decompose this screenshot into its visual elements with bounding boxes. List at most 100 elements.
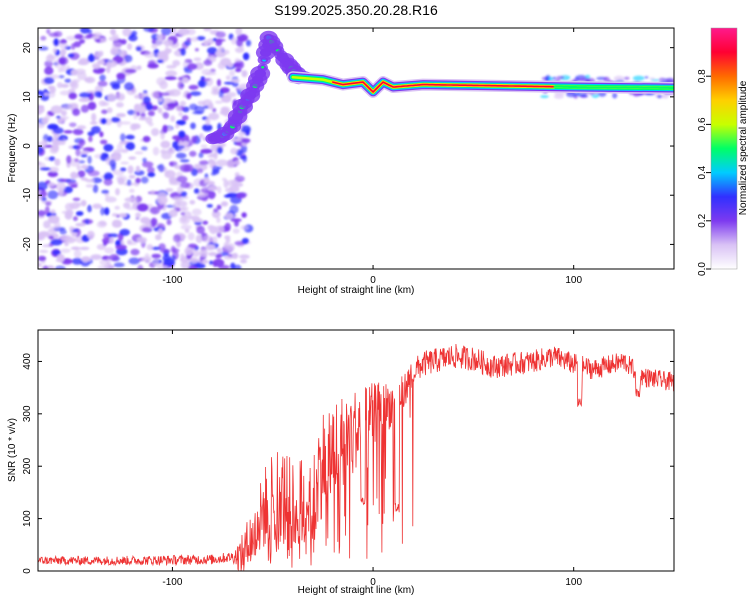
noise-blob — [80, 104, 89, 113]
noise-blob — [76, 125, 87, 130]
noise-blob — [192, 218, 204, 223]
dominant-line — [286, 71, 674, 98]
noise-blob — [157, 59, 164, 64]
noise-blob — [216, 217, 221, 224]
noise-blob — [96, 244, 106, 250]
noise-blob — [48, 166, 60, 173]
noise-blob — [93, 32, 102, 37]
noise-blob — [212, 107, 217, 113]
noise-blob — [189, 91, 202, 96]
noise-blob — [87, 170, 100, 177]
noise-blob — [136, 65, 142, 70]
noise-blob — [191, 250, 201, 257]
noise-blob — [177, 81, 185, 90]
noise-blob — [92, 203, 102, 209]
noise-blob — [101, 189, 110, 194]
noise-blob — [182, 141, 189, 147]
noise-blob — [156, 34, 163, 40]
noise-blob — [217, 46, 225, 53]
noise-blob — [223, 256, 234, 260]
noise-blob — [87, 29, 93, 35]
noise-blob — [81, 256, 91, 262]
noise-blob — [100, 206, 105, 216]
noise-blob — [38, 210, 46, 217]
noise-blob — [181, 206, 189, 212]
noise-blob — [229, 204, 239, 214]
noise-blob — [150, 190, 155, 195]
noise-blob — [225, 187, 234, 193]
noise-blob — [123, 202, 131, 209]
noise-blob — [134, 94, 141, 99]
noise-blob — [75, 211, 84, 216]
noise-blob — [612, 92, 618, 99]
noise-blob — [184, 68, 193, 74]
noise-blob — [230, 138, 243, 142]
noise-blob — [239, 35, 247, 42]
spec-xtick-label: -100 — [162, 275, 182, 286]
noise-blob — [224, 222, 231, 232]
noise-blob — [39, 190, 48, 197]
spec-ytick-label: 10 — [22, 91, 33, 103]
noise-blob — [98, 38, 108, 43]
noise-blob — [216, 231, 222, 238]
noise-blob — [169, 161, 178, 167]
noise-blob — [144, 253, 150, 261]
noise-blob — [189, 150, 197, 157]
noise-blob — [115, 188, 120, 196]
noise-blob — [90, 254, 102, 260]
snr-xtick-label: 0 — [370, 577, 376, 588]
noise-blob — [135, 46, 142, 52]
noise-blob — [97, 265, 110, 269]
snr-ticks: -100 0 100 0 100 200 300 400 — [22, 330, 674, 588]
noise-blob — [107, 93, 117, 102]
noise-blob — [207, 47, 218, 55]
noise-blob — [135, 212, 142, 218]
noise-blob — [120, 39, 127, 45]
noise-blob — [125, 134, 135, 140]
noise-blob — [211, 85, 220, 92]
noise-blob — [162, 265, 169, 269]
noise-blob — [137, 264, 144, 269]
noise-blob — [128, 156, 137, 160]
noise-blob — [174, 123, 180, 129]
noise-blob — [110, 28, 116, 36]
noise-blob — [232, 228, 240, 234]
noise-blob — [233, 160, 241, 166]
noise-blob — [178, 111, 183, 117]
noise-blob — [116, 102, 124, 108]
noise-blob — [75, 148, 81, 157]
noise-blob — [103, 178, 113, 186]
noise-blob — [175, 105, 182, 112]
noise-blob — [184, 247, 193, 256]
noise-blob — [203, 177, 209, 184]
spectrogram-xlabel: Height of straight line (km) — [298, 285, 415, 296]
noise-blob — [111, 117, 121, 123]
noise-blob — [221, 143, 227, 147]
noise-blob — [54, 158, 61, 166]
noise-blob — [175, 152, 187, 159]
noise-blob — [164, 170, 170, 175]
colorbar-label: Normalized spectral amplitude — [738, 80, 749, 215]
noise-blob — [245, 39, 252, 47]
noise-blob — [104, 207, 110, 216]
snr-frame — [37, 329, 675, 572]
noise-blob — [135, 165, 140, 172]
spectrogram-frame — [37, 27, 675, 270]
noise-blob — [188, 84, 199, 90]
noise-blob — [92, 184, 99, 193]
noise-blob — [147, 63, 159, 69]
noise-blob — [69, 81, 77, 88]
noise-blob — [43, 77, 55, 85]
noise-blob — [120, 133, 126, 142]
noise-blob — [219, 110, 226, 115]
noise-blob — [106, 173, 114, 179]
noise-blob — [165, 70, 178, 77]
noise-blob — [60, 39, 67, 45]
noise-blob — [136, 203, 149, 212]
noise-blob — [194, 48, 199, 52]
noise-blob — [143, 51, 156, 58]
noise-blob — [59, 117, 67, 122]
noise-blob — [165, 188, 174, 192]
noise-blob — [223, 194, 233, 198]
noise-blob — [99, 74, 106, 82]
